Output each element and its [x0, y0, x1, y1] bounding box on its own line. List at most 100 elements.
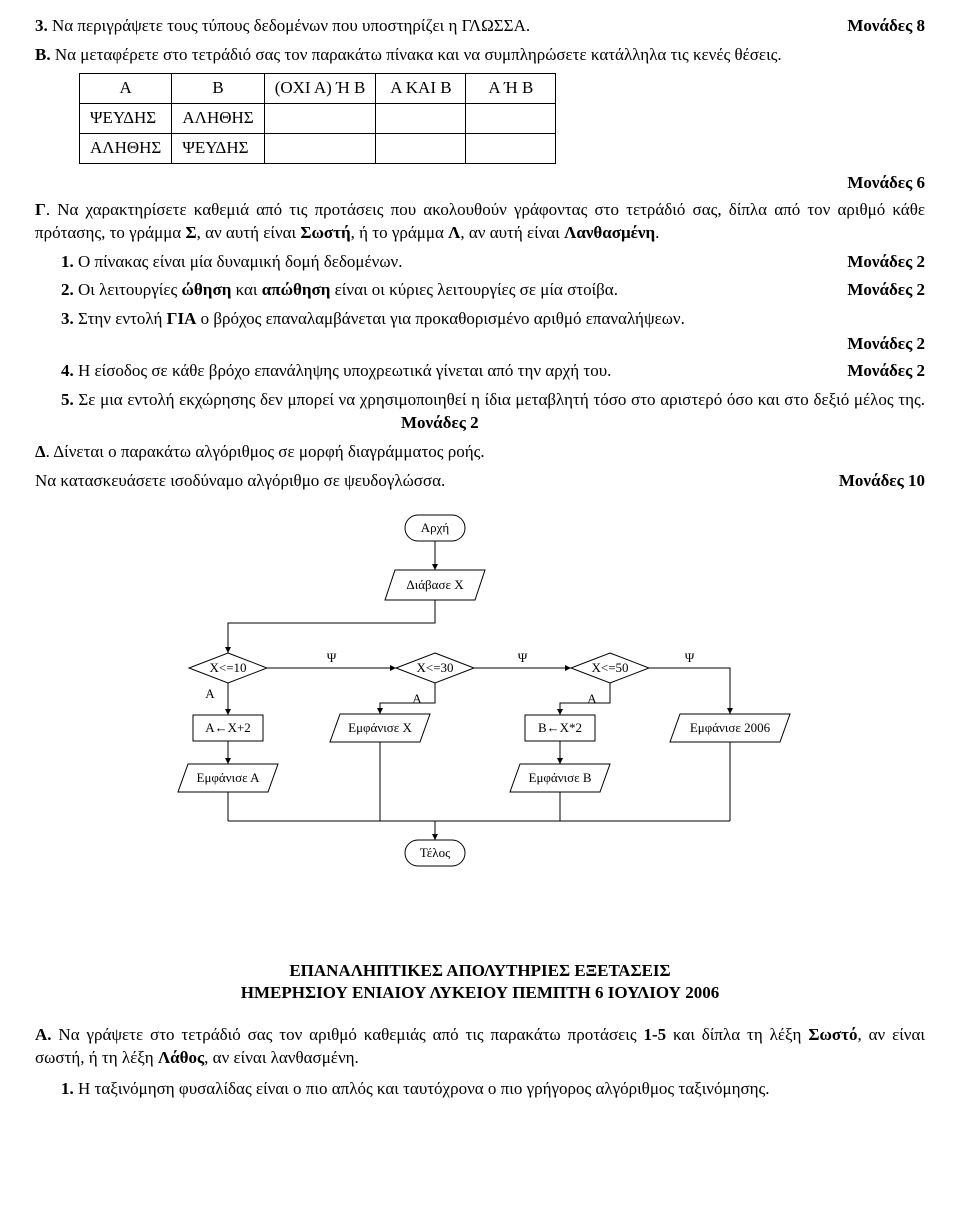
g2-points: Μονάδες 2	[847, 279, 925, 302]
qg-mid3: , αν αυτή είναι	[460, 223, 564, 242]
g4-num: 4.	[61, 361, 74, 380]
a2-1-num: 1.	[61, 1079, 74, 1098]
qa2-range: 1-5	[643, 1025, 666, 1044]
qg-lanth: Λανθασμένη	[564, 223, 655, 242]
g3-end: ο βρόχος επαναλαμβάνεται για προκαθορισμ…	[196, 309, 684, 328]
svg-text:Α: Α	[412, 691, 422, 706]
qd2-text: Να κατασκευάσετε ισοδύναμο αλγόριθμο σε …	[35, 471, 445, 490]
g2-w1: ώθηση	[182, 280, 232, 299]
table-row: ΑΛΗΘΗΣ ΨΕΥΔΗΣ	[80, 133, 556, 163]
svg-text:Χ<=50: Χ<=50	[591, 660, 628, 675]
g1: 1. Ο πίνακας είναι μία δυναμική δομή δεδ…	[61, 251, 925, 274]
g1-num: 1.	[61, 252, 74, 271]
g5-num: 5.	[61, 390, 74, 409]
qg-mid: , αν αυτή είναι	[197, 223, 301, 242]
qg-end: .	[655, 223, 659, 242]
question-d: Δ. Δίνεται ο παρακάτω αλγόριθμος σε μορφ…	[35, 441, 925, 464]
g5-points: Μονάδες 2	[401, 413, 479, 432]
cell: ΨΕΥΔΗΣ	[172, 133, 264, 163]
svg-text:Ψ: Ψ	[327, 650, 337, 665]
svg-text:Χ<=10: Χ<=10	[209, 660, 246, 675]
th-a: Α	[80, 73, 172, 103]
svg-text:Εμφάνισε Χ: Εμφάνισε Χ	[348, 720, 412, 735]
title-line1: ΕΠΑΝΑΛΗΠΤΙΚΕΣ ΑΠΟΛΥΤΗΡΙΕΣ ΕΞΕΤΑΣΕΙΣ	[35, 960, 925, 982]
svg-text:Εμφάνισε Β: Εμφάνισε Β	[529, 770, 592, 785]
qd-num: Δ	[35, 442, 46, 461]
question-g: Γ. Να χαρακτηρίσετε καθεμιά από τις προτ…	[35, 199, 925, 245]
title-line2: ΗΜΕΡΗΣΙΟΥ ΕΝΙΑΙΟΥ ΛΥΚΕΙΟΥ ΠΕΜΠΤΗ 6 ΙΟΥΛΙ…	[35, 982, 925, 1004]
question-b: Β. Να μεταφέρετε στο τετράδιό σας τον πα…	[35, 44, 925, 67]
qg-mid2: , ή το γράμμα	[351, 223, 449, 242]
svg-text:Ψ: Ψ	[685, 650, 695, 665]
g2-end: είναι οι κύριες λειτουργίες σε μία στοίβ…	[330, 280, 618, 299]
g4-points: Μονάδες 2	[847, 360, 925, 383]
cell	[264, 103, 376, 133]
g2-w2: απώθηση	[262, 280, 331, 299]
g3-pre: Στην εντολή	[74, 309, 167, 328]
qa2-sosto: Σωστό	[808, 1025, 857, 1044]
q3-num: 3.	[35, 16, 48, 35]
question-a2: Α. Να γράψετε στο τετράδιό σας τον αριθμ…	[35, 1024, 925, 1070]
cell: ΨΕΥΔΗΣ	[80, 103, 172, 133]
flowchart: Ψ Ψ Ψ Α Α Α Αρχή Διάβασε Χ Χ<=10 Χ<=30 Χ<=50 Α←Χ+2 Ε…	[35, 503, 925, 890]
qa2-pre: Να γράψετε στο τετράδιό σας τον αριθμό κ…	[52, 1025, 644, 1044]
svg-text:Ψ: Ψ	[518, 650, 528, 665]
exam-title: ΕΠΑΝΑΛΗΠΤΙΚΕΣ ΑΠΟΛΥΤΗΡΙΕΣ ΕΞΕΤΑΣΕΙΣ ΗΜΕΡ…	[35, 960, 925, 1004]
a2-1-text: Η ταξινόμηση φυσαλίδας είναι ο πιο απλός…	[74, 1079, 770, 1098]
a2-1: 1. Η ταξινόμηση φυσαλίδας είναι ο πιο απ…	[61, 1078, 925, 1101]
qa2-mid: και δίπλα τη λέξη	[666, 1025, 808, 1044]
th-a-and-b: Α ΚΑΙ Β	[376, 73, 466, 103]
g3-points: Μονάδες 2	[35, 333, 925, 356]
cell	[376, 133, 466, 163]
g4: 4. Η είσοδος σε κάθε βρόχο επανάληψης υπ…	[61, 360, 925, 383]
svg-text:Β←Χ*2: Β←Χ*2	[538, 720, 582, 735]
g1-points: Μονάδες 2	[847, 251, 925, 274]
g3-num: 3.	[61, 309, 74, 328]
qg-sosti: Σωστή	[300, 223, 350, 242]
cell	[466, 103, 556, 133]
table-points: Μονάδες 6	[35, 172, 925, 195]
svg-text:Εμφάνισε Α: Εμφάνισε Α	[197, 770, 261, 785]
cell	[264, 133, 376, 163]
q3-text: Να περιγράψετε τους τύπους δεδομένων που…	[48, 16, 530, 35]
qa2-lathos: Λάθος	[158, 1048, 204, 1067]
table-row: ΨΕΥΔΗΣ ΑΛΗΘΗΣ	[80, 103, 556, 133]
cell: ΑΛΗΘΗΣ	[80, 133, 172, 163]
g5-t: Σε μια εντολή εκχώρησης δεν μπορεί να χρ…	[74, 390, 925, 409]
g5: 5. Σε μια εντολή εκχώρησης δεν μπορεί να…	[61, 389, 925, 435]
g1-text: Ο πίνακας είναι μία δυναμική δομή δεδομέ…	[74, 252, 403, 271]
qb-text: Να μεταφέρετε στο τετράδιό σας τον παρακ…	[51, 45, 782, 64]
qg-lambda: Λ	[448, 223, 460, 242]
q3-points: Μονάδες 8	[847, 15, 925, 38]
cell	[376, 103, 466, 133]
g2-mid: και	[231, 280, 261, 299]
th-b: Β	[172, 73, 264, 103]
svg-text:Αρχή: Αρχή	[421, 520, 450, 535]
question-d2: Να κατασκευάσετε ισοδύναμο αλγόριθμο σε …	[35, 470, 925, 493]
qb-num: Β.	[35, 45, 51, 64]
svg-text:Εμφάνισε 2006: Εμφάνισε 2006	[690, 720, 771, 735]
truth-table: Α Β (ΟΧΙ Α) Ή Β Α ΚΑΙ Β Α Ή Β ΨΕΥΔΗΣ ΑΛΗ…	[79, 73, 556, 164]
g2: 2. Οι λειτουργίες ώθηση και απώθηση είνα…	[61, 279, 925, 302]
qd-text: . Δίνεται ο παρακάτω αλγόριθμος σε μορφή…	[46, 442, 485, 461]
svg-text:Α←Χ+2: Α←Χ+2	[205, 720, 251, 735]
g4-text: Η είσοδος σε κάθε βρόχο επανάληψης υποχρ…	[74, 361, 612, 380]
svg-text:Διάβασε Χ: Διάβασε Χ	[406, 577, 464, 592]
svg-text:Α: Α	[587, 691, 597, 706]
th-notA-or-b: (ΟΧΙ Α) Ή Β	[264, 73, 376, 103]
svg-text:Χ<=30: Χ<=30	[416, 660, 453, 675]
qd2-points: Μονάδες 10	[839, 470, 925, 493]
th-a-or-b: Α Ή Β	[466, 73, 556, 103]
question-3: 3. Να περιγράψετε τους τύπους δεδομένων …	[35, 15, 925, 38]
g2-pre: Οι λειτουργίες	[74, 280, 182, 299]
g2-num: 2.	[61, 280, 74, 299]
g3-gia: ΓΙΑ	[167, 309, 197, 328]
svg-text:Τέλος: Τέλος	[420, 845, 451, 860]
cell	[466, 133, 556, 163]
qg-sigma: Σ	[185, 223, 196, 242]
qa2-end: , αν είναι λανθασμένη.	[204, 1048, 359, 1067]
g3: 3. Στην εντολή ΓΙΑ ο βρόχος επαναλαμβάνε…	[61, 308, 925, 331]
svg-text:Α: Α	[205, 686, 215, 701]
cell: ΑΛΗΘΗΣ	[172, 103, 264, 133]
qg-num: Γ	[35, 200, 46, 219]
